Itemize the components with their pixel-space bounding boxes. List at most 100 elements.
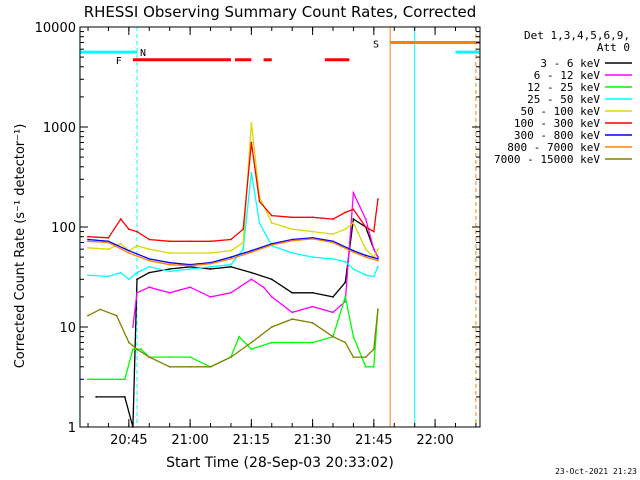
series-9-point-2 — [99, 308, 102, 311]
series-8-point-3 — [127, 252, 130, 254]
series-6-point-16 — [311, 216, 314, 219]
series-2-point-8 — [250, 278, 253, 281]
series-3-point-1 — [87, 378, 89, 381]
series-7-point-16 — [377, 257, 379, 260]
series-1-point-10 — [250, 271, 253, 274]
series-4-point-3 — [119, 271, 122, 274]
series-4-point-2 — [107, 275, 110, 278]
series-8-point-13 — [332, 241, 334, 244]
series-6-point-18 — [344, 211, 347, 214]
series-4-point-10 — [230, 263, 232, 266]
series-8-point-12 — [311, 238, 314, 240]
series-5-point-9 — [209, 252, 212, 254]
series-line-8 — [87, 238, 379, 267]
series-2-point-9 — [262, 286, 265, 289]
series-9-point-5 — [136, 348, 138, 351]
series-2-point-12 — [311, 305, 314, 308]
series-8-point-2 — [107, 241, 110, 244]
series-5-point-16 — [311, 230, 314, 233]
series-6-point-6 — [148, 238, 151, 241]
series-6-point-4 — [127, 228, 130, 231]
series-4-point-4 — [127, 278, 130, 281]
series-5-point-19 — [352, 221, 355, 224]
x-tick-label-4: 21:30 — [294, 433, 331, 448]
series-5-point-10 — [230, 249, 232, 252]
chart-title: RHESSI Observing Summary Count Rates, Co… — [84, 3, 477, 21]
series-4-point-13 — [258, 221, 261, 224]
series-4-point-21 — [372, 275, 375, 278]
series-7-point-5 — [168, 261, 171, 264]
series-1-point-13 — [311, 291, 314, 294]
series-3-point-10 — [238, 335, 241, 338]
series-2-point-11 — [291, 311, 294, 314]
series-7-point-3 — [127, 249, 130, 252]
series-2-point-16 — [364, 218, 367, 220]
series-3-point-19 — [372, 365, 375, 368]
series-2-point-2 — [136, 291, 138, 294]
series-4-point-15 — [291, 252, 294, 254]
flag-label-f: F — [116, 56, 122, 67]
series-9-point-13 — [291, 318, 294, 320]
series-9-point-3 — [115, 314, 118, 317]
series-1-point-5 — [148, 271, 151, 274]
y-tick-label-4: 1000 — [43, 121, 76, 136]
legend-label-2: 6 - 12 keV — [534, 69, 601, 82]
series-5-point-6 — [148, 248, 151, 251]
series-3-point-11 — [250, 348, 253, 351]
legend-label-6: 100 - 300 keV — [514, 117, 600, 130]
series-5-point-3 — [119, 242, 122, 245]
series-9-point-10 — [230, 356, 232, 359]
flag-label-n: N — [140, 48, 146, 59]
series-4-point-19 — [352, 268, 355, 270]
series-5-point-7 — [168, 252, 171, 254]
series-line-2 — [132, 190, 379, 328]
series-6-point-14 — [270, 214, 273, 217]
x-axis: 20:45 21:00 21:15 21:30 21:45 22:00 — [87, 27, 477, 448]
series-4-point-16 — [311, 256, 314, 259]
series-2-point-4 — [168, 291, 171, 294]
series-8-point-15 — [364, 256, 367, 259]
legend-header-1: Det 1,3,4,5,6,9, — [524, 29, 630, 42]
series-line-4 — [87, 172, 379, 281]
series-9-point-7 — [168, 365, 171, 368]
series-5-point-15 — [291, 228, 294, 231]
series-3-point-14 — [311, 341, 314, 344]
series-9-point-20 — [377, 308, 379, 311]
series-1-point-14 — [332, 295, 334, 298]
series-8-point-10 — [270, 244, 273, 246]
plot-frame — [79, 26, 481, 428]
series-1-point-9 — [230, 265, 232, 268]
series-2-point-1 — [132, 326, 134, 328]
series-9-point-19 — [372, 348, 375, 351]
series-2-point-17 — [372, 248, 375, 251]
series-6-point-20 — [364, 226, 367, 228]
series-2-point-5 — [189, 286, 192, 289]
series-line-3 — [88, 296, 379, 380]
legend-header-2: Att 0 — [597, 41, 630, 54]
series-6-point-11 — [242, 228, 245, 231]
series-9-point-14 — [311, 321, 314, 324]
series-4-point-6 — [148, 265, 151, 268]
series-9-point-15 — [332, 335, 334, 338]
series-6-point-9 — [209, 240, 212, 243]
series-1-point-8 — [209, 268, 212, 270]
series-2-point-13 — [332, 311, 334, 314]
series-6-point-2 — [107, 236, 110, 239]
x-tick-label-5: 21:45 — [355, 433, 392, 448]
x-tick-label-1: 20:45 — [110, 433, 147, 448]
series-9-point-6 — [148, 356, 151, 359]
series-9-point-17 — [352, 356, 355, 359]
series-1-point-11 — [270, 278, 273, 281]
series-9-point-11 — [250, 341, 253, 344]
series-2-point-3 — [148, 286, 151, 289]
series-6-point-12 — [250, 141, 253, 144]
series-1-point-2 — [123, 395, 126, 398]
series-4-point-5 — [136, 271, 138, 274]
legend-label-9: 7000 - 15000 keV — [494, 153, 600, 166]
series-8-point-8 — [230, 257, 232, 260]
series-4-point-22 — [377, 265, 379, 268]
series-5-point-1 — [87, 246, 89, 249]
series-8-point-1 — [87, 240, 89, 243]
series-3-point-2 — [123, 378, 126, 381]
